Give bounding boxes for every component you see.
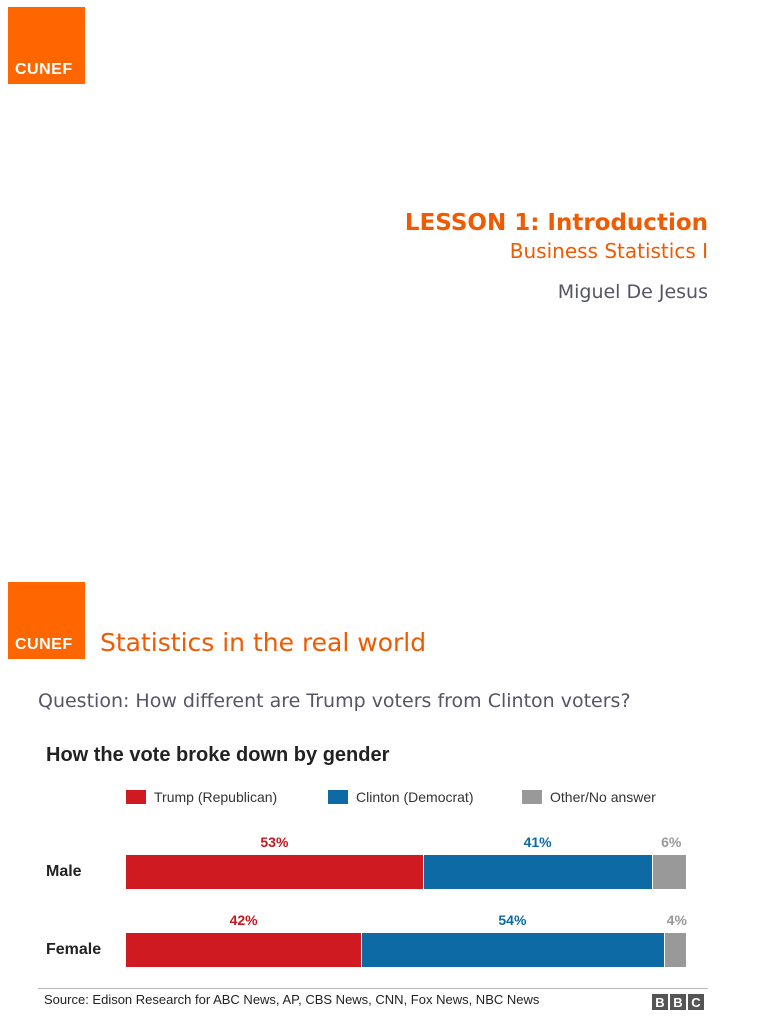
cunef-logo: CUNEF xyxy=(8,7,85,84)
legend-label: Trump (Republican) xyxy=(154,789,278,805)
data-label: 53% xyxy=(260,834,289,850)
legend-item: Clinton (Democrat) xyxy=(328,789,473,805)
slide-title: Statistics in the real world xyxy=(100,628,427,657)
lesson-title: LESSON 1: Introduction xyxy=(404,210,708,236)
question-text: Question: How different are Trump voters… xyxy=(38,690,631,712)
data-label: 54% xyxy=(498,912,527,928)
bar-segment xyxy=(361,933,664,967)
bbc-logo-letter: B xyxy=(670,994,686,1010)
cunef-logo: CUNEF xyxy=(8,582,85,659)
category-label: Male xyxy=(46,863,82,880)
legend-swatch xyxy=(126,790,146,804)
bbc-logo-letter: B xyxy=(652,994,668,1010)
legend-swatch xyxy=(328,790,348,804)
bar-segment xyxy=(126,855,423,889)
bbc-logo: B B C xyxy=(652,994,704,1010)
author-name: Miguel De Jesus xyxy=(557,281,708,303)
title-block: LESSON 1: Introduction Business Statisti… xyxy=(405,210,708,303)
legend-label: Other/No answer xyxy=(550,789,656,805)
data-label: 6% xyxy=(661,834,682,850)
legend-label: Clinton (Democrat) xyxy=(356,789,474,805)
bar-segment xyxy=(652,855,686,889)
bar-segment xyxy=(663,933,686,967)
bar-segment xyxy=(126,933,362,967)
bbc-logo-letter: C xyxy=(688,994,704,1010)
bar-row xyxy=(126,933,686,967)
source-note: Source: Edison Research for ABC News, AP… xyxy=(44,992,540,1007)
category-label: Female xyxy=(46,941,102,958)
data-label: 4% xyxy=(666,912,687,928)
data-label: 41% xyxy=(523,834,552,850)
bar-row xyxy=(126,855,686,889)
data-label: 42% xyxy=(229,912,258,928)
lesson-subtitle: Business Statistics I xyxy=(509,239,708,263)
bar-segment xyxy=(422,855,653,889)
cunef-logo-text: CUNEF xyxy=(15,636,73,653)
source-divider xyxy=(38,988,708,989)
legend-item: Other/No answer xyxy=(522,789,656,805)
cunef-logo-text: CUNEF xyxy=(15,61,73,78)
chart-title: How the vote broke down by gender xyxy=(46,744,390,766)
chart-legend: Trump (Republican) Clinton (Democrat) Othe… xyxy=(0,789,768,809)
legend-item: Trump (Republican) xyxy=(126,789,277,805)
legend-swatch xyxy=(522,790,542,804)
